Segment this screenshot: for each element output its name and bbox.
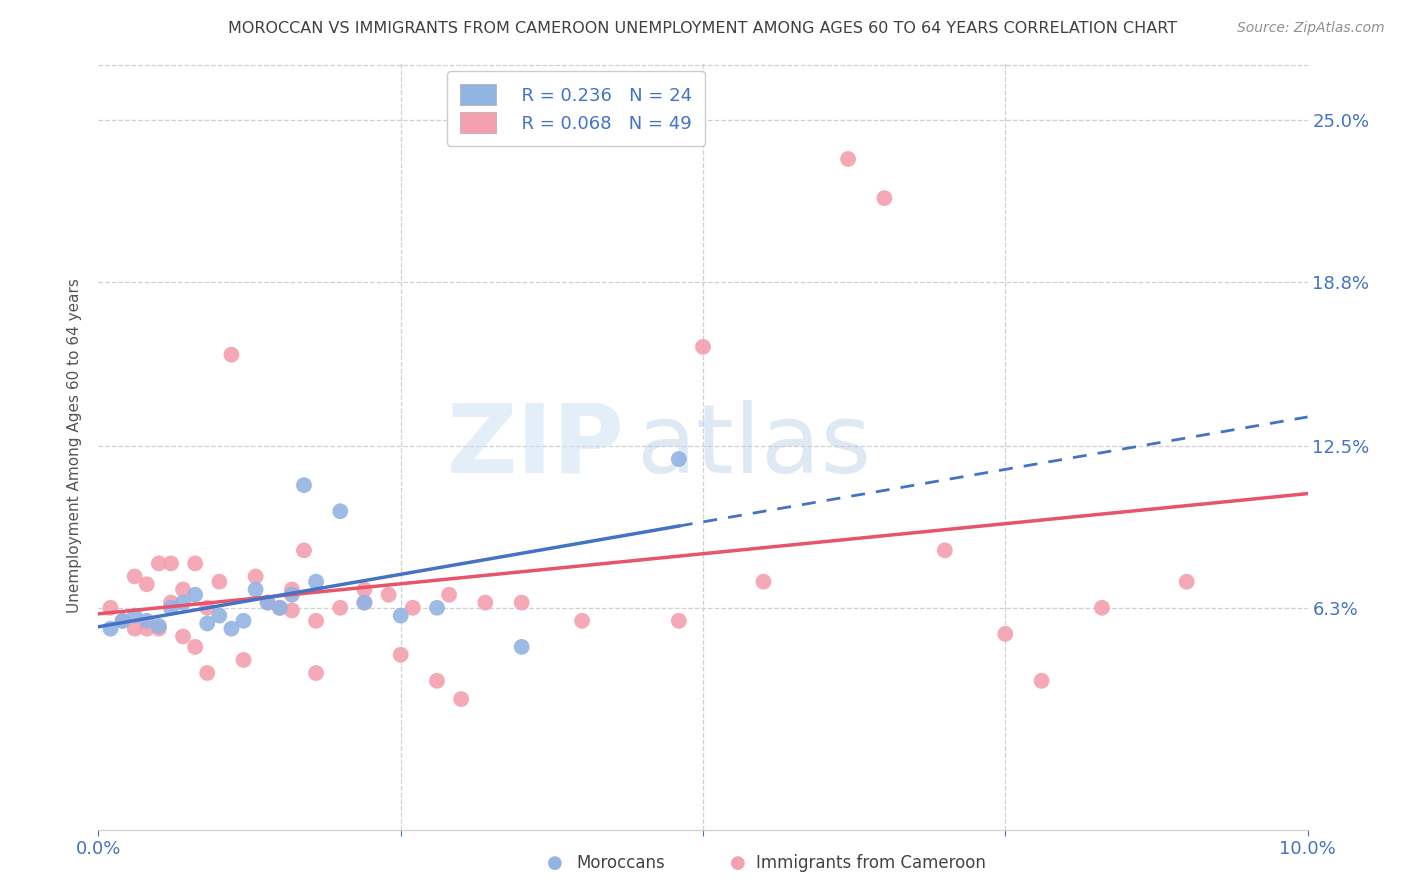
Point <box>172 596 194 610</box>
Text: Moroccans: Moroccans <box>576 855 665 872</box>
Point <box>571 614 593 628</box>
Point <box>281 588 304 602</box>
Point <box>245 582 267 597</box>
Point <box>160 596 183 610</box>
Point <box>353 582 375 597</box>
Point <box>124 608 146 623</box>
Point <box>148 622 170 636</box>
Point <box>329 504 352 518</box>
Point <box>184 557 207 571</box>
Point <box>256 596 278 610</box>
Point <box>148 557 170 571</box>
Point <box>510 640 533 654</box>
Point <box>389 648 412 662</box>
Point <box>692 340 714 354</box>
Point <box>426 673 449 688</box>
Point <box>172 630 194 644</box>
Legend:   R = 0.236   N = 24,   R = 0.068   N = 49: R = 0.236 N = 24, R = 0.068 N = 49 <box>447 71 704 145</box>
Point <box>752 574 775 589</box>
Point <box>994 627 1017 641</box>
Point <box>148 619 170 633</box>
Point <box>281 582 304 597</box>
Point <box>195 616 218 631</box>
Point <box>934 543 956 558</box>
Point <box>232 614 254 628</box>
Y-axis label: Unemployment Among Ages 60 to 64 years: Unemployment Among Ages 60 to 64 years <box>66 278 82 614</box>
Point <box>1175 574 1198 589</box>
Point <box>269 600 291 615</box>
Point <box>232 653 254 667</box>
Point <box>195 600 218 615</box>
Point <box>208 608 231 623</box>
Point <box>389 608 412 623</box>
Point <box>221 622 243 636</box>
Point <box>184 588 207 602</box>
Point <box>172 582 194 597</box>
Point <box>221 348 243 362</box>
Point <box>837 152 859 166</box>
Point <box>160 557 183 571</box>
Point <box>100 600 122 615</box>
Point <box>437 588 460 602</box>
Text: Immigrants from Cameroon: Immigrants from Cameroon <box>756 855 986 872</box>
Point <box>124 622 146 636</box>
Point <box>426 600 449 615</box>
Point <box>305 574 328 589</box>
Point <box>160 600 183 615</box>
Text: MOROCCAN VS IMMIGRANTS FROM CAMEROON UNEMPLOYMENT AMONG AGES 60 TO 64 YEARS CORR: MOROCCAN VS IMMIGRANTS FROM CAMEROON UNE… <box>228 21 1178 36</box>
Point <box>111 614 134 628</box>
Point <box>269 600 291 615</box>
Point <box>329 600 352 615</box>
Point <box>135 614 157 628</box>
Point <box>292 543 315 558</box>
Point <box>292 478 315 492</box>
Point <box>100 622 122 636</box>
Point <box>510 596 533 610</box>
Text: ZIP: ZIP <box>447 400 624 492</box>
Point <box>208 574 231 589</box>
Point <box>377 588 399 602</box>
Point <box>668 452 690 467</box>
Point <box>353 596 375 610</box>
Text: Source: ZipAtlas.com: Source: ZipAtlas.com <box>1237 21 1385 35</box>
Point <box>281 603 304 617</box>
Point <box>873 191 896 205</box>
Text: ●: ● <box>730 855 747 872</box>
Point <box>195 665 218 680</box>
Point <box>305 665 328 680</box>
Point <box>256 596 278 610</box>
Point <box>353 596 375 610</box>
Point <box>305 614 328 628</box>
Point <box>1091 600 1114 615</box>
Text: atlas: atlas <box>637 400 872 492</box>
Text: ●: ● <box>547 855 564 872</box>
Point <box>474 596 496 610</box>
Point <box>402 600 425 615</box>
Point <box>245 569 267 583</box>
Point <box>184 640 207 654</box>
Point <box>668 614 690 628</box>
Point <box>135 577 157 591</box>
Point <box>135 622 157 636</box>
Point <box>124 569 146 583</box>
Point <box>1031 673 1053 688</box>
Point <box>111 614 134 628</box>
Point <box>450 692 472 706</box>
